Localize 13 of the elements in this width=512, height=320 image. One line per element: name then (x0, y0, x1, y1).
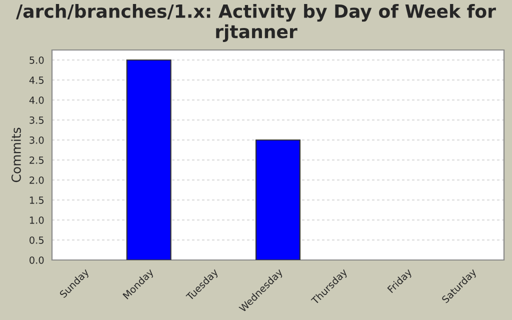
y-tick-label: 3.5 (30, 116, 44, 124)
chart-title: /arch/branches/1.x: Activity by Day of Week for rjtanner (16, 4, 496, 42)
y-tick-label: 5.0 (30, 56, 44, 64)
y-axis-title: Commits (11, 128, 21, 182)
y-tick-label: 3.0 (30, 136, 44, 144)
y-tick-label: 2.5 (30, 156, 44, 164)
y-tick-label: 0.0 (30, 256, 44, 264)
y-tick-label: 4.0 (29, 96, 44, 104)
y-tick-label: 1.5 (30, 196, 44, 204)
y-tick-label: 0.5 (30, 236, 44, 244)
y-tick-label: 2.0 (30, 176, 44, 184)
y-tick-label: 4.5 (29, 76, 44, 84)
y-tick-label: 1.0 (30, 216, 44, 224)
